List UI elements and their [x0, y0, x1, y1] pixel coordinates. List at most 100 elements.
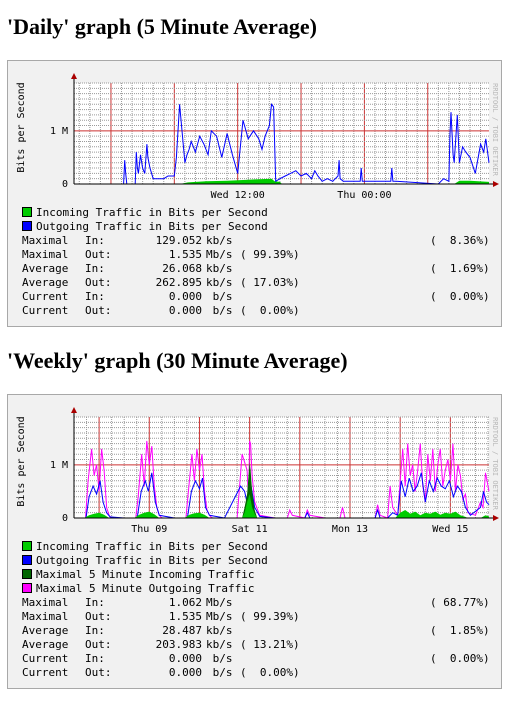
x-tick-label: Thu 09: [131, 524, 167, 535]
x-tick-label: Thu 00:00: [337, 190, 391, 201]
daily-graph-panel: 0 1 M Wed 12:00 Thu 00:00 Bits per Second RRD…: [7, 60, 502, 327]
stat-value: 26.068: [162, 262, 202, 275]
x-tick-label: Wed 12:00: [211, 190, 265, 201]
y-axis-label: Bits per Second: [16, 416, 27, 506]
legend-label-outgoing: Outgoing Traffic in Bits per Second: [36, 554, 268, 567]
legend-label-max-incoming: Maximal 5 Minute Incoming Traffic: [36, 568, 255, 581]
series-line-1: [74, 472, 490, 519]
stat-name: Average: [22, 624, 69, 637]
series-area-0: [147, 178, 489, 184]
stat-unit: kb/s: [206, 234, 233, 247]
rrdtool-watermark: RRDTOOL / TOBI OETIKER: [491, 417, 499, 511]
stat-direction: Out:: [85, 638, 112, 651]
stat-unit: Mb/s: [206, 610, 233, 623]
y-tick-label: 1 M: [50, 126, 68, 137]
stat-value: 1.062: [168, 596, 202, 609]
rrdtool-watermark: RRDTOOL / TOBI OETIKER: [491, 83, 499, 177]
x-axis-arrow: [493, 181, 499, 187]
stat-unit: b/s: [206, 666, 233, 679]
stat-direction: Out:: [85, 248, 112, 261]
y-tick-label: 0: [62, 179, 68, 190]
stat-value: 0.000: [168, 652, 202, 665]
stat-direction: In:: [85, 624, 105, 637]
stat-percent-out: ( 17.03%): [240, 276, 300, 289]
legend-item-max-incoming: Maximal 5 Minute Incoming Traffic: [22, 568, 268, 582]
legend-item-incoming: Incoming Traffic in Bits per Second: [22, 206, 268, 220]
stat-value: 1.535: [168, 610, 202, 623]
stat-direction: Out:: [85, 666, 112, 679]
stat-unit: Mb/s: [206, 596, 233, 609]
y-tick-label: 1 M: [50, 460, 68, 471]
legend-swatch-outgoing: [22, 221, 32, 231]
legend-swatch-max-incoming: [22, 569, 32, 579]
weekly-graph-title: 'Weekly' graph (30 Minute Average): [7, 348, 348, 373]
stat-name: Average: [22, 638, 69, 651]
stat-name: Maximal: [22, 610, 69, 623]
stat-value: 1.535: [168, 248, 202, 261]
legend-item-outgoing: Outgoing Traffic in Bits per Second: [22, 554, 268, 568]
stat-direction: In:: [85, 262, 105, 275]
stat-percent-in: ( 0.00%): [430, 290, 490, 303]
stat-percent-in: ( 1.69%): [430, 262, 490, 275]
stat-row-max-out: Maximal Out: 1.535 Mb/s ( 99.39%): [22, 248, 494, 262]
stat-name: Current: [22, 304, 69, 317]
stat-unit: Mb/s: [206, 248, 233, 261]
legend-item-max-outgoing: Maximal 5 Minute Outgoing Traffic: [22, 582, 268, 596]
stat-name: Current: [22, 652, 69, 665]
stat-unit: kb/s: [206, 624, 233, 637]
stat-unit: b/s: [206, 304, 233, 317]
stat-row-avg-out: Average Out: 262.895 kb/s ( 17.03%): [22, 276, 494, 290]
weekly-chart: 0 1 M Thu 09 Sat 11 Mon 13 Wed 15 Bits per Sec…: [16, 407, 499, 535]
series-area-2: [242, 462, 258, 518]
stat-direction: Out:: [85, 304, 112, 317]
stat-name: Current: [22, 666, 69, 679]
stat-row-avg-out: Average Out: 203.983 kb/s ( 13.21%): [22, 638, 494, 652]
stat-unit: kb/s: [206, 638, 233, 651]
x-tick-label: Mon 13: [332, 524, 368, 535]
stat-direction: Out:: [85, 276, 112, 289]
stat-value: 28.487: [162, 624, 202, 637]
y-axis-arrow: [71, 407, 77, 413]
stat-row-cur-out: Current Out: 0.000 b/s ( 0.00%): [22, 304, 494, 318]
daily-legend: Incoming Traffic in Bits per Second Outg…: [22, 206, 268, 234]
legend-item-incoming: Incoming Traffic in Bits per Second: [22, 540, 268, 554]
stat-name: Current: [22, 290, 69, 303]
stat-percent-in: ( 0.00%): [430, 652, 490, 665]
legend-label-incoming: Incoming Traffic in Bits per Second: [36, 206, 268, 219]
stat-value: 129.052: [155, 234, 202, 247]
stat-name: Average: [22, 262, 69, 275]
legend-item-outgoing: Outgoing Traffic in Bits per Second: [22, 220, 268, 234]
stat-percent-out: ( 99.39%): [240, 248, 300, 261]
y-tick-label: 0: [62, 513, 68, 524]
daily-stats: Maximal In: 129.052 kb/s ( 8.36%) Maxima…: [22, 234, 494, 318]
stat-percent-out: ( 0.00%): [240, 666, 300, 679]
legend-label-outgoing: Outgoing Traffic in Bits per Second: [36, 220, 268, 233]
stat-percent-in: ( 68.77%): [430, 596, 490, 609]
stat-direction: In:: [85, 596, 105, 609]
stat-unit: b/s: [206, 652, 233, 665]
daily-graph-title: 'Daily' graph (5 Minute Average): [7, 14, 317, 39]
legend-swatch-incoming: [22, 207, 32, 217]
stat-row-cur-out: Current Out: 0.000 b/s ( 0.00%): [22, 666, 494, 680]
stat-value: 0.000: [168, 666, 202, 679]
weekly-legend: Incoming Traffic in Bits per Second Outg…: [22, 540, 268, 596]
stat-direction: In:: [85, 652, 105, 665]
x-tick-label: Sat 11: [232, 524, 268, 535]
stat-percent-out: ( 99.39%): [240, 610, 300, 623]
stat-row-max-in: Maximal In: 1.062 Mb/s ( 68.77%): [22, 596, 494, 610]
y-axis-label: Bits per Second: [16, 82, 27, 172]
stat-direction: In:: [85, 290, 105, 303]
x-axis-arrow: [493, 515, 499, 521]
weekly-stats: Maximal In: 1.062 Mb/s ( 68.77%) Maximal…: [22, 596, 494, 680]
legend-label-max-outgoing: Maximal 5 Minute Outgoing Traffic: [36, 582, 255, 595]
series-area-3: [84, 494, 489, 518]
y-axis-arrow: [71, 73, 77, 79]
legend-swatch-max-outgoing: [22, 583, 32, 593]
stat-row-cur-in: Current In: 0.000 b/s ( 0.00%): [22, 652, 494, 666]
stat-row-avg-in: Average In: 26.068 kb/s ( 1.69%): [22, 262, 494, 276]
stat-percent-in: ( 1.85%): [430, 624, 490, 637]
stat-value: 203.983: [155, 638, 202, 651]
plot-area: [74, 83, 489, 184]
stat-percent-out: ( 13.21%): [240, 638, 300, 651]
stat-value: 262.895: [155, 276, 202, 289]
